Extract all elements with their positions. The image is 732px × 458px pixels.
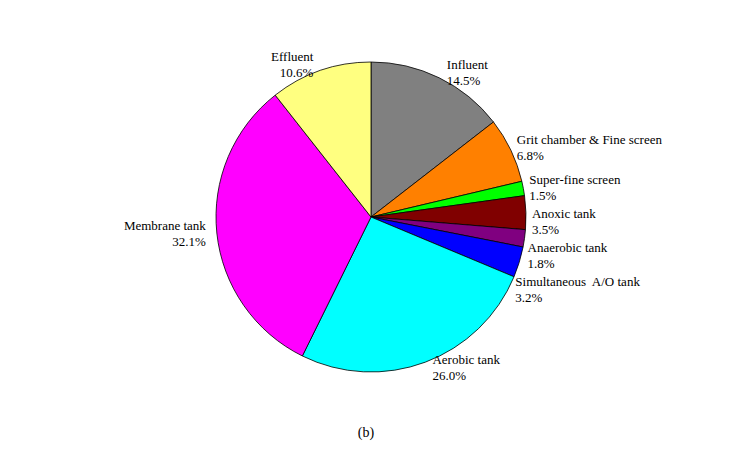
- svg-text:6.8%: 6.8%: [517, 148, 544, 163]
- svg-text:32.1%: 32.1%: [172, 234, 206, 249]
- svg-text:Anaerobic tank: Anaerobic tank: [527, 240, 607, 255]
- svg-text:(b): (b): [358, 425, 375, 441]
- svg-text:1.8%: 1.8%: [527, 256, 554, 271]
- svg-text:Membrane tank: Membrane tank: [124, 218, 206, 233]
- svg-text:Aerobic tank: Aerobic tank: [432, 352, 500, 367]
- svg-text:Grit chamber & Fine screen: Grit chamber & Fine screen: [517, 132, 663, 147]
- svg-text:1.5%: 1.5%: [529, 188, 556, 203]
- svg-text:Effluent: Effluent: [271, 49, 314, 64]
- svg-text:Influent: Influent: [447, 57, 489, 72]
- svg-text:Super-fine screen: Super-fine screen: [529, 172, 621, 187]
- svg-text:14.5%: 14.5%: [447, 73, 481, 88]
- svg-text:3.5%: 3.5%: [532, 222, 559, 237]
- svg-text:10.6%: 10.6%: [280, 65, 314, 80]
- svg-text:26.0%: 26.0%: [432, 368, 466, 383]
- svg-text:Simultaneous A/O tank: Simultaneous A/O tank: [515, 274, 640, 289]
- svg-text:3.2%: 3.2%: [515, 290, 542, 305]
- svg-text:Anoxic tank: Anoxic tank: [532, 206, 596, 221]
